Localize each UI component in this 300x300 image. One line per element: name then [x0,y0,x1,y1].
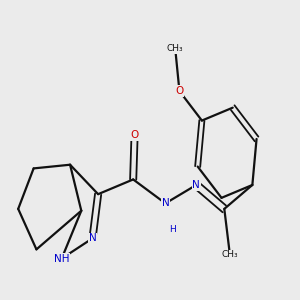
Text: O: O [130,130,139,140]
Text: CH₃: CH₃ [167,44,184,53]
Text: NH: NH [54,254,69,264]
Text: CH₃: CH₃ [222,250,238,260]
Text: H: H [169,225,176,234]
Text: N: N [161,198,169,208]
Text: N: N [192,180,200,190]
Text: O: O [175,86,184,96]
Text: N: N [88,233,96,243]
